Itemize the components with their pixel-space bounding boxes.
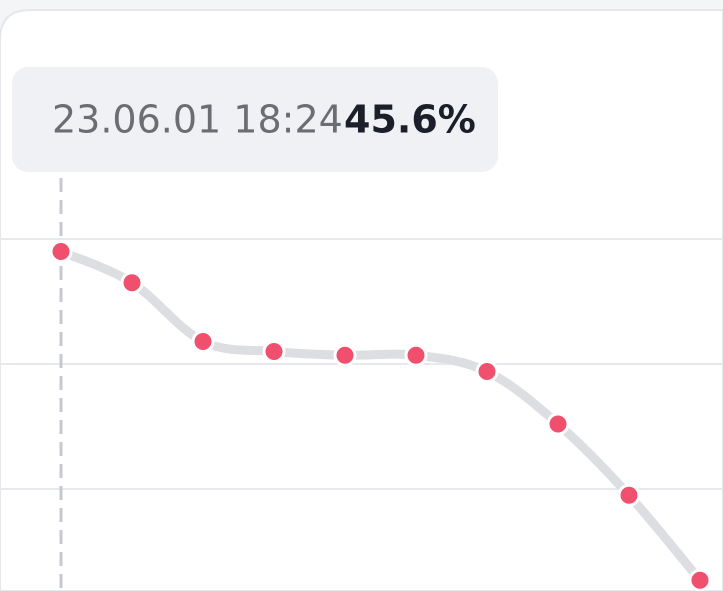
line (56, 247, 705, 585)
point (262, 340, 286, 363)
point (546, 412, 570, 436)
point (617, 483, 641, 507)
tooltip-box (12, 67, 498, 172)
point (475, 360, 499, 383)
point (333, 343, 357, 367)
point (191, 330, 215, 353)
grid (0, 238, 723, 490)
tooltip-value: 45.6% (344, 98, 476, 142)
point (404, 343, 428, 367)
tooltip-date: 23.06.01 18:24 (52, 98, 343, 142)
tooltip: 23.06.01 18:24 45.6% (12, 67, 498, 172)
point (688, 568, 712, 591)
point (49, 240, 73, 263)
point (120, 271, 144, 295)
plot (49, 240, 712, 591)
